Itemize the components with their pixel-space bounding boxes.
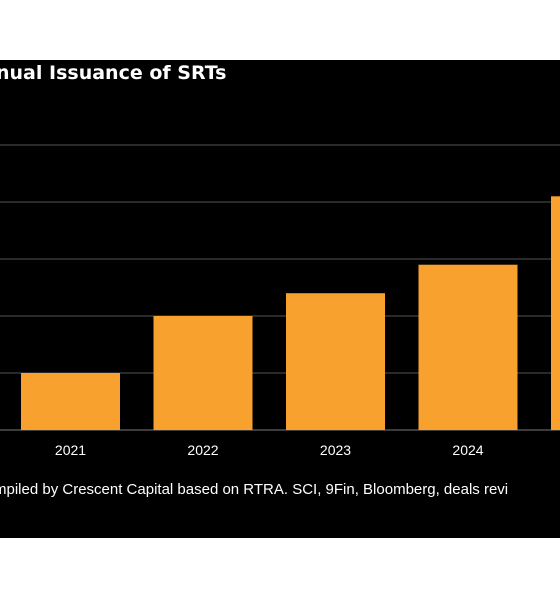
x-tick-label: 2023 xyxy=(320,442,351,458)
bar-2021 xyxy=(21,373,120,430)
bar-2024 xyxy=(418,264,518,430)
bar-partial xyxy=(551,196,560,430)
bar-chart: 2021 2022 2023 2024 xyxy=(0,144,560,458)
bar-2022 xyxy=(153,316,253,430)
bars xyxy=(21,196,560,430)
x-tick-label: 2024 xyxy=(452,442,483,458)
bar-2023 xyxy=(286,293,385,430)
x-tick-labels: 2021 2022 2023 2024 xyxy=(55,442,484,458)
x-tick-label: 2022 xyxy=(187,442,218,458)
chart-title: nual Issuance of SRTs xyxy=(0,62,227,84)
x-tick-label: 2021 xyxy=(55,442,86,458)
source-note: mpiled by Crescent Capital based on RTRA… xyxy=(0,481,509,498)
